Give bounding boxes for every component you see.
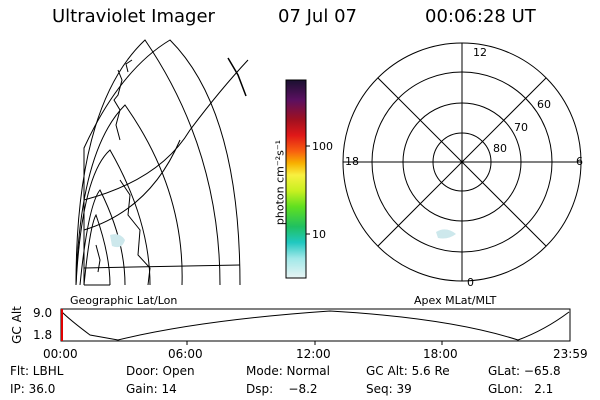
colorbar-gradient xyxy=(285,79,307,279)
info-glat: GLat: −65.8 xyxy=(488,364,561,378)
geo-meridian-2 xyxy=(83,139,181,231)
geo-arc-4 xyxy=(79,189,126,286)
info-flt: Flt: LBHL xyxy=(10,364,64,378)
coastline-1 xyxy=(113,69,123,141)
timeline-plot xyxy=(60,308,571,345)
colorbar-tick-10: 10 xyxy=(312,228,326,241)
colorbar-tick-100: 100 xyxy=(312,140,333,153)
timeline-ytick-1-8: 1.8 xyxy=(33,328,53,342)
time-label: 00:06:28 UT xyxy=(425,6,536,27)
geo-parallel xyxy=(83,264,241,269)
timeline-xtick-0600: 06:00 xyxy=(168,347,203,361)
geo-arc-1 xyxy=(75,39,221,286)
apex-label: Apex MLat/MLT xyxy=(414,294,497,307)
lat-label-70: 70 xyxy=(514,121,528,134)
geographic-label: Geographic Lat/Lon xyxy=(70,294,178,307)
colorbar-unit-label: photon cm⁻²s⁻¹ xyxy=(273,139,287,226)
timeline-frame xyxy=(60,308,571,342)
timeline-altitude-curve xyxy=(61,310,570,341)
date-label: 07 Jul 07 xyxy=(278,6,357,27)
mlt-label-0: 0 xyxy=(467,276,474,289)
polar-plot xyxy=(342,42,582,282)
mlt-label-6: 6 xyxy=(576,155,583,168)
colorbar xyxy=(285,79,310,279)
info-dsp: Dsp: −8.2 xyxy=(246,382,318,396)
geo-meridian-1 xyxy=(83,59,249,201)
info-glon: GLon: 2.1 xyxy=(488,382,554,396)
timeline-ytick-9: 9.0 xyxy=(33,306,53,320)
timeline-xtick-1200: 12:00 xyxy=(296,347,331,361)
polar-diag-2 xyxy=(377,77,547,247)
timeline-xtick-2359: 23:59 xyxy=(553,347,588,361)
timeline-xtick-0000: 00:00 xyxy=(43,347,78,361)
geographic-map xyxy=(75,39,249,286)
timeline-axis-label: GC Alt xyxy=(10,306,24,344)
coastline-5 xyxy=(95,244,101,273)
info-gc-alt: GC Alt: 5.6 Re xyxy=(366,364,450,378)
info-gain: Gain: 14 xyxy=(126,382,177,396)
info-mode: Mode: Normal xyxy=(246,364,330,378)
geo-arc-5 xyxy=(83,213,111,286)
geo-outer-arc xyxy=(83,39,241,286)
info-ip: IP: 36.0 xyxy=(10,382,56,396)
mlt-label-18: 18 xyxy=(345,155,359,168)
coastline-3 xyxy=(227,57,247,97)
info-seq: Seq: 39 xyxy=(366,382,412,396)
lat-label-80: 80 xyxy=(493,142,507,155)
lat-label-60: 60 xyxy=(537,98,551,111)
timeline-xtick-1800: 18:00 xyxy=(423,347,458,361)
aurora-patch-geo xyxy=(110,234,125,248)
app-title: Ultraviolet Imager xyxy=(52,6,215,27)
mlt-label-12: 12 xyxy=(473,46,487,59)
geo-arc-3 xyxy=(75,149,151,286)
geo-arc-2 xyxy=(75,104,183,286)
coastline-4 xyxy=(119,179,151,286)
aurora-patch-polar xyxy=(436,229,456,239)
coastline-2 xyxy=(125,59,133,73)
info-door: Door: Open xyxy=(126,364,195,378)
